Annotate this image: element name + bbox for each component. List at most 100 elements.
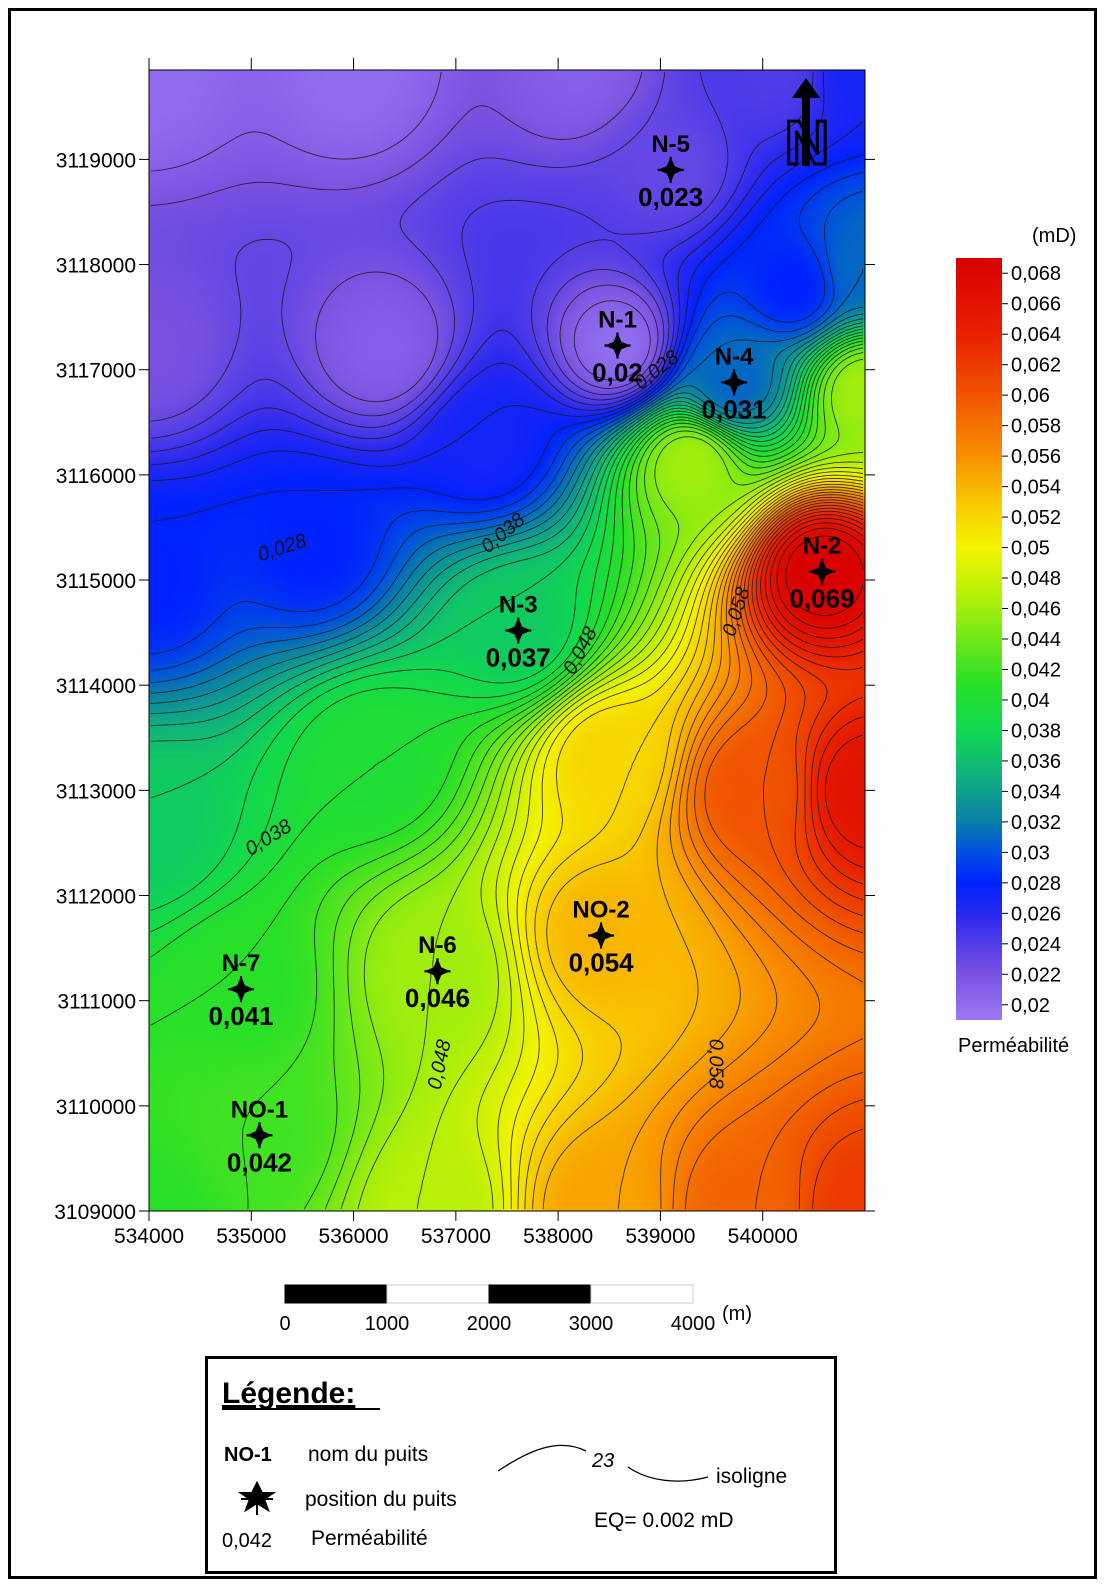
map-plot-area [149, 70, 865, 1211]
x-tick-label: 540000 [728, 1225, 798, 1248]
scale-label-4000: 4000 [671, 1313, 716, 1335]
well-n-6[interactable]: N-6 0,046 [405, 932, 470, 1013]
colorbar-label: 0,06 [1011, 385, 1050, 407]
well-name-label: N-3 [499, 592, 538, 619]
isoline [776, 527, 864, 629]
colorbar-title: Perméabilité [958, 1035, 1069, 1057]
wells-layer: N-50,023N-10,02N-40,031N-20,069N-30,037N… [209, 131, 855, 1177]
y-tick-label: 3110000 [56, 1096, 136, 1119]
well-name-label: N-5 [651, 131, 690, 158]
colorbar-label: 0,028 [1011, 873, 1061, 895]
scale-unit: (m) [722, 1303, 752, 1325]
y-tick-label: 3111000 [57, 991, 136, 1014]
colorbar-label: 0,068 [1011, 263, 1061, 285]
legend-well-position-text: position du puits [305, 1488, 457, 1511]
well-value-label: 0,023 [638, 182, 703, 212]
y-tick-label: 3109000 [54, 1201, 136, 1224]
colorbar-label: 0,04 [1011, 690, 1050, 712]
colorbar-unit: (mD) [1032, 225, 1076, 247]
isolines-layer [150, 71, 864, 1210]
y-tick-label: 3113000 [56, 780, 136, 803]
well-value-label: 0,041 [209, 1001, 274, 1031]
scale-bar: 0 1000 2000 3000 4000 (m) [279, 1284, 752, 1335]
x-tick-label: 538000 [523, 1225, 593, 1248]
scale-label-3000: 3000 [569, 1313, 614, 1335]
legend-box: Légende: NO-1 nom du puits position du p… [205, 1356, 837, 1574]
colorbar-label: 0,03 [1011, 842, 1050, 864]
isoline [150, 190, 864, 671]
legend-isoline-example: 23 [591, 1450, 614, 1472]
legend-perm-text: Perméabilité [311, 1527, 428, 1550]
isoline [532, 483, 864, 1210]
well-value-label: 0,02 [592, 358, 643, 388]
isoline [150, 71, 666, 422]
colorbar-label: 0,054 [1011, 477, 1061, 499]
scale-seg-2 [386, 1284, 490, 1304]
isoline [150, 331, 864, 911]
isoline [747, 504, 864, 1210]
scale-seg-4 [590, 1284, 694, 1304]
colorbar-label: 0,052 [1011, 507, 1061, 529]
colorbar-label: 0,038 [1011, 720, 1061, 742]
well-cross-icon [721, 369, 748, 396]
y-tick-label: 3117000 [56, 360, 136, 383]
colorbar-label: 0,046 [1011, 599, 1061, 621]
isoline [760, 514, 864, 868]
colorbar-label: 0,034 [1011, 781, 1061, 803]
well-no-1[interactable]: NO-1 0,042 [227, 1096, 292, 1177]
isoline [150, 340, 864, 1026]
well-value-label: 0,037 [486, 643, 551, 673]
well-n-4[interactable]: N-4 0,031 [702, 343, 767, 424]
well-n-2[interactable]: N-2 0,069 [790, 533, 855, 614]
legend-well-name-example: NO-1 [224, 1444, 272, 1466]
colorbar-label: 0,066 [1011, 294, 1061, 316]
colorbar-label: 0,048 [1011, 568, 1061, 590]
well-star-icon [237, 1480, 277, 1515]
isoline [672, 494, 864, 1210]
colorbar-labels: 0,068 0,066 0,064 0,062 0,06 0,058 0,056 0,054 0… [1002, 263, 1061, 1017]
north-arrow-letter: N [785, 109, 830, 178]
y-tick-label: 3119000 [56, 149, 136, 172]
isoline [510, 474, 864, 1209]
isoline [150, 171, 864, 655]
y-tick-label: 3112000 [56, 886, 136, 909]
well-n-5[interactable]: N-5 0,023 [638, 131, 703, 212]
isoline [150, 318, 864, 715]
colorbar-label: 0,032 [1011, 812, 1061, 834]
well-cross-icon [228, 976, 255, 1003]
isoline [324, 352, 864, 1210]
well-cross-icon [657, 156, 684, 183]
colorbar-label: 0,058 [1011, 416, 1061, 438]
isoline [660, 491, 864, 1210]
isoline [150, 322, 864, 727]
well-no-2[interactable]: NO-2 0,054 [569, 896, 635, 977]
well-cross-icon [424, 958, 451, 985]
well-n-7[interactable]: N-7 0,041 [209, 950, 274, 1031]
well-value-label: 0,054 [569, 947, 635, 977]
isoline [150, 328, 864, 799]
isoline [150, 154, 864, 522]
map-frame [8, 8, 1097, 1579]
well-cross-icon [809, 558, 836, 585]
well-n-1[interactable]: N-1 0,02 [592, 307, 643, 388]
well-value-label: 0,042 [227, 1147, 292, 1177]
y-tick-label: 3114000 [56, 675, 136, 698]
permeability-field [149, 70, 865, 1211]
colorbar-label: 0,064 [1011, 324, 1061, 346]
legend-well-name-text: nom du puits [308, 1443, 428, 1466]
well-n-3[interactable]: N-3 0,037 [486, 592, 551, 673]
isoline [150, 120, 864, 482]
x-tick-label: 537000 [421, 1225, 491, 1248]
isoline [303, 347, 864, 1210]
legend-isoline-sample [497, 1444, 709, 1482]
colorbar-label: 0,02 [1011, 995, 1050, 1017]
isoline [617, 489, 864, 1210]
well-name-label: N-6 [418, 932, 457, 959]
isoline [764, 517, 864, 849]
colorbar-label: 0,056 [1011, 446, 1061, 468]
colorbar: (mD) 0,0680,0660,0640,0620,060,0580,0560… [956, 225, 1076, 1057]
isoline [497, 471, 864, 1209]
colorbar-label: 0,026 [1011, 903, 1061, 925]
colorbar-label: 0,024 [1011, 934, 1061, 956]
